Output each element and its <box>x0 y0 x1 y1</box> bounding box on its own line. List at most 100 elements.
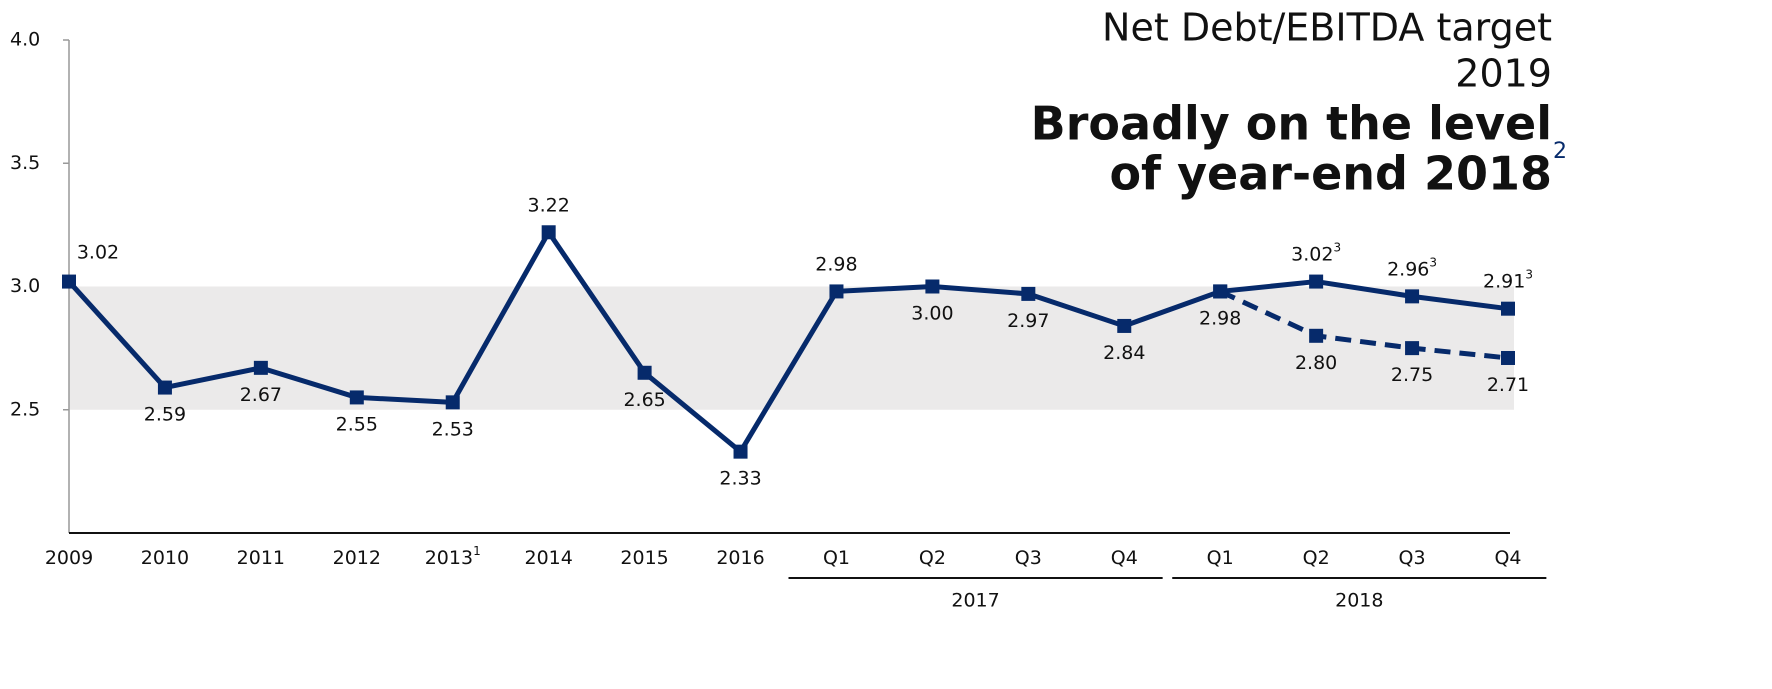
marker <box>1501 350 1515 365</box>
x-tick-label: 2012 <box>333 547 381 569</box>
x-tick-text: Q1 <box>823 547 850 569</box>
data-label: 2.84 <box>1103 341 1145 363</box>
data-label-text: 2.33 <box>719 467 761 489</box>
data-label: 2.98 <box>1199 307 1241 329</box>
data-label: 2.80 <box>1295 351 1337 373</box>
x-tick-text: Q2 <box>1303 547 1330 569</box>
marker <box>1309 328 1324 343</box>
marker <box>253 360 268 375</box>
data-label-text: 2.98 <box>1199 307 1241 329</box>
x-tick-label: Q4 <box>1494 547 1521 569</box>
x-tick-label: Q1 <box>1207 547 1234 569</box>
data-label-text: 2.97 <box>1007 309 1049 331</box>
x-tick-text: Q4 <box>1494 547 1521 569</box>
x-tick-label: 2015 <box>620 547 668 569</box>
marker <box>1309 274 1324 289</box>
x-tick-text: 2012 <box>333 547 381 569</box>
marker <box>1501 301 1515 316</box>
marker <box>1405 289 1420 304</box>
footnote-marker: 3 <box>1333 240 1341 254</box>
footnote-marker: 1 <box>473 544 481 558</box>
marker <box>733 444 748 459</box>
x-tick-label: 2009 <box>45 547 93 569</box>
x-tick-text: 2010 <box>141 547 189 569</box>
data-label-text: 2.71 <box>1487 373 1529 395</box>
x-tick-text: Q2 <box>919 547 946 569</box>
target-band <box>69 286 1514 410</box>
marker <box>62 274 76 289</box>
x-tick-label: 2016 <box>716 547 764 569</box>
data-label: 2.71 <box>1487 373 1529 395</box>
footnote-marker: 3 <box>1525 267 1533 281</box>
data-label-text: 3.22 <box>528 194 570 216</box>
data-label-text: 2.55 <box>336 413 378 435</box>
data-label: 2.97 <box>1007 309 1049 331</box>
group-label: 2018 <box>1335 590 1383 612</box>
data-label-text: 2.91 <box>1483 270 1525 292</box>
marker <box>157 380 172 395</box>
data-label: 2.65 <box>623 388 665 410</box>
data-label: 2.98 <box>815 253 857 275</box>
data-label-text: 2.96 <box>1387 258 1429 280</box>
data-label-text: 2.53 <box>432 418 474 440</box>
data-label-text: 2.59 <box>144 403 186 425</box>
chart-subtitle: Broadly on the level <box>1031 97 1552 151</box>
data-label-text: 3.00 <box>911 302 953 324</box>
marker <box>445 395 460 410</box>
marker <box>925 279 940 294</box>
x-tick-text: Q1 <box>1207 547 1234 569</box>
x-tick-label: 2011 <box>237 547 285 569</box>
x-tick-label: 20131 <box>425 544 481 569</box>
data-label-text: 2.80 <box>1295 351 1337 373</box>
marker <box>1117 318 1132 333</box>
footnote-marker: 2 <box>1553 139 1567 164</box>
marker <box>541 225 556 240</box>
x-tick-label: 2010 <box>141 547 189 569</box>
chart-subtitle: of year-end 2018 <box>1109 147 1552 201</box>
data-label-text: 2.65 <box>623 388 665 410</box>
x-tick-text: 2014 <box>524 547 572 569</box>
data-label-text: 2.98 <box>815 253 857 275</box>
data-label-text: 3.02 <box>77 241 119 263</box>
data-label: 2.33 <box>719 467 761 489</box>
line <box>67 229 1509 455</box>
x-tick-label: Q1 <box>823 547 850 569</box>
marker <box>637 365 652 380</box>
x-tick-label: Q2 <box>1303 547 1330 569</box>
x-tick-text: Q4 <box>1111 547 1138 569</box>
x-tick-text: 2009 <box>45 547 93 569</box>
marker <box>1405 341 1420 356</box>
x-tick-label: Q3 <box>1015 547 1042 569</box>
chart-title: 2019 <box>1455 52 1552 96</box>
x-tick-text: 2011 <box>237 547 285 569</box>
data-label: 2.913 <box>1483 267 1533 292</box>
data-label: 3.22 <box>528 194 570 216</box>
x-tick-text: 2016 <box>716 547 764 569</box>
chart-title: Net Debt/EBITDA target <box>1102 6 1552 50</box>
marker <box>829 284 844 299</box>
x-tick-label: 2014 <box>524 547 572 569</box>
x-tick-label: Q4 <box>1111 547 1138 569</box>
x-tick-label: Q3 <box>1399 547 1426 569</box>
group-label: 2017 <box>951 590 999 612</box>
data-label: 2.53 <box>432 418 474 440</box>
x-tick-text: 2015 <box>620 547 668 569</box>
data-label-text: 2.75 <box>1391 364 1433 386</box>
x-tick-text: Q3 <box>1015 547 1042 569</box>
y-tick-label: 3.0 <box>10 275 40 297</box>
x-tick-text: 2013 <box>425 547 473 569</box>
y-tick-label: 4.0 <box>10 29 40 51</box>
data-label: 2.75 <box>1391 364 1433 386</box>
data-label: 3.023 <box>1291 240 1341 265</box>
data-label: 2.59 <box>144 403 186 425</box>
data-label: 3.00 <box>911 302 953 324</box>
marker <box>1213 284 1228 299</box>
data-label-text: 3.02 <box>1291 243 1333 265</box>
x-tick-text: Q3 <box>1399 547 1426 569</box>
x-tick-label: Q2 <box>919 547 946 569</box>
marker <box>1021 286 1036 301</box>
y-tick-label: 2.5 <box>10 398 40 420</box>
data-label: 2.55 <box>336 413 378 435</box>
data-label-text: 2.84 <box>1103 341 1145 363</box>
